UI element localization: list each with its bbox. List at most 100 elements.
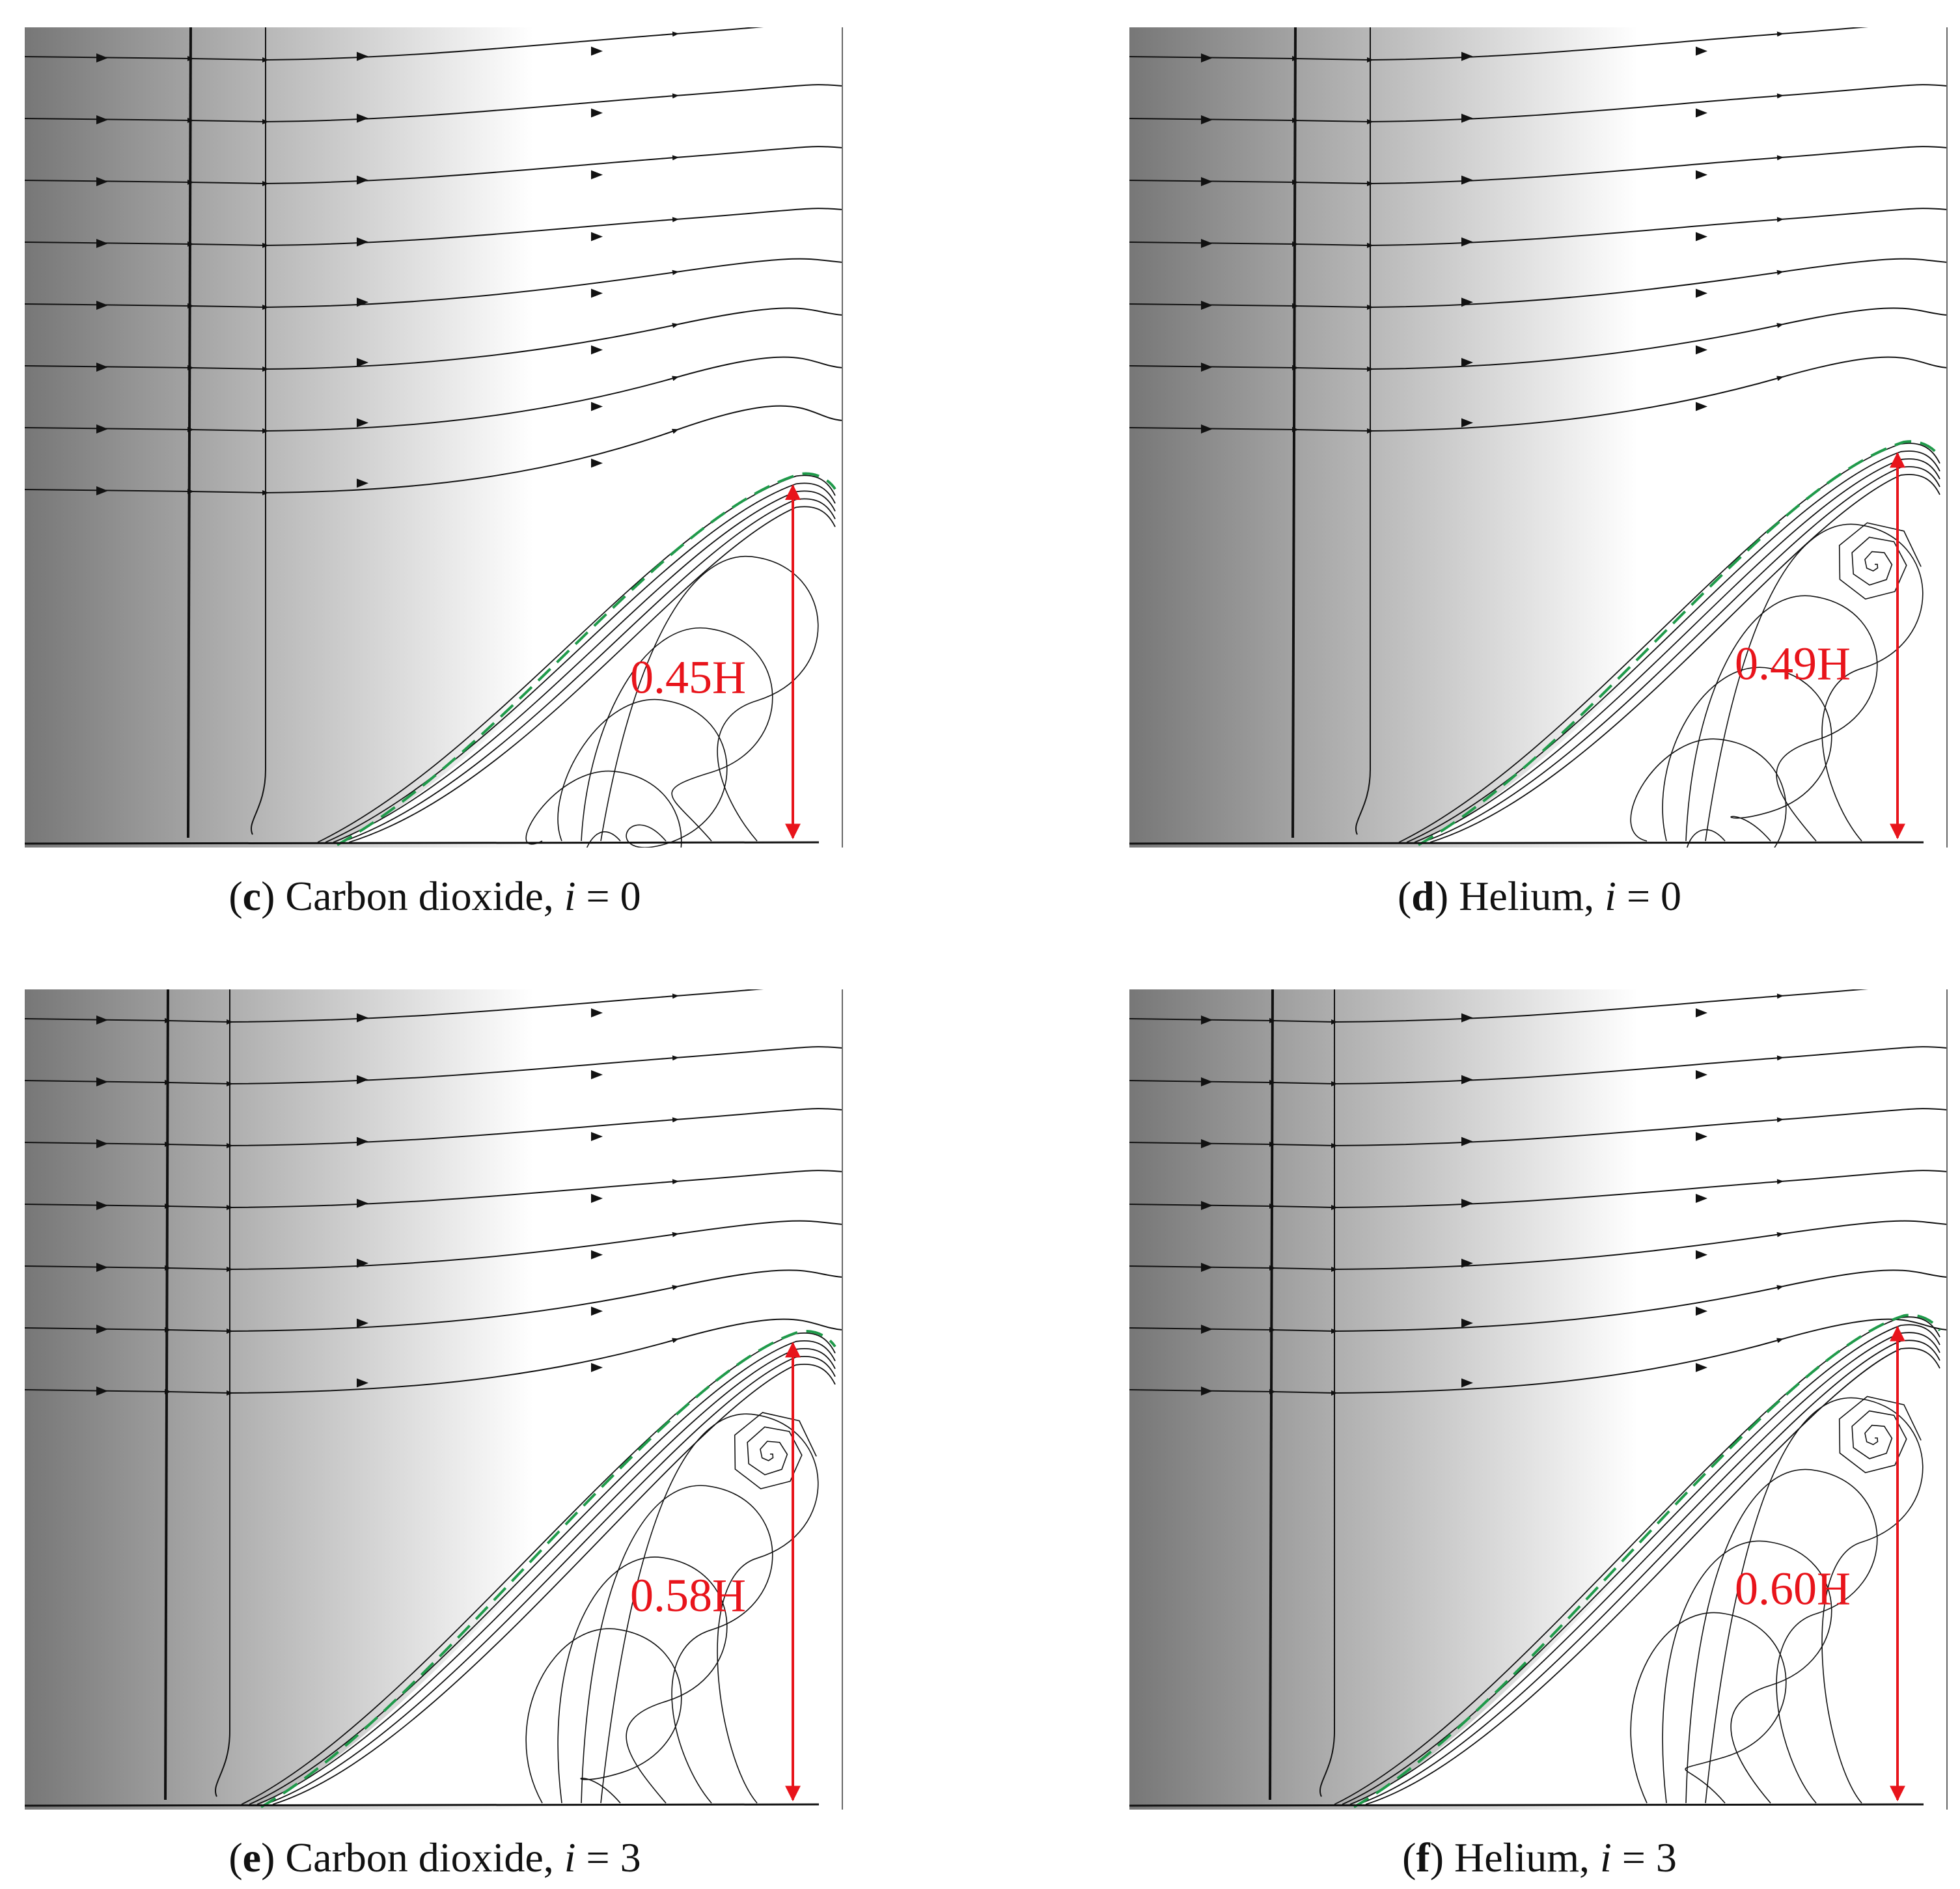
caption-gas: Carbon dioxide (285, 1834, 544, 1881)
caption-c: (c) Carbon dioxide, i = 0 (228, 873, 641, 919)
flow-arrow (357, 1013, 368, 1023)
flow-arrow (1461, 237, 1473, 247)
flow-arrow (1201, 239, 1213, 248)
separation-streamline (256, 1347, 836, 1805)
streamline (1129, 146, 1948, 186)
caption-equals: = 0 (1626, 873, 1682, 919)
bottom-wall (25, 841, 820, 845)
recirculation-streamline (581, 1485, 773, 1804)
caption-letter: d (1411, 873, 1435, 919)
recirculation-streamline (600, 1413, 819, 1804)
flow-arrow (1461, 113, 1473, 123)
streamline (25, 1318, 843, 1396)
flow-arrow (591, 402, 603, 411)
flow-arrow (96, 115, 108, 124)
separation-streamline (340, 498, 836, 843)
separation-streamline (249, 1340, 836, 1805)
flow-arrow (1461, 1013, 1473, 1023)
recirculation-streamline (581, 627, 773, 842)
flow-arrow (357, 1378, 368, 1388)
flow-arrow (1461, 1137, 1473, 1146)
separation-streamline (264, 1355, 836, 1805)
flow-arrow (1696, 1250, 1707, 1260)
vertical-streamline (1355, 27, 1371, 835)
separation-streamline (241, 1332, 836, 1805)
flow-arrow (591, 170, 603, 180)
streamline (1129, 208, 1948, 248)
flow-arrow (591, 1306, 603, 1316)
streamline (25, 1269, 843, 1334)
flow-arrow (591, 1250, 603, 1260)
flow-arrow (357, 1075, 368, 1084)
flow-arrow (1201, 177, 1213, 186)
flow-arrow (591, 108, 603, 118)
streamline (25, 405, 843, 495)
flow-arrow (1461, 1258, 1473, 1268)
recirculation-streamline (557, 1556, 728, 1804)
streamline-plot-d: 0.49H (1129, 27, 1950, 848)
flow-arrow (591, 46, 603, 56)
flow-arrow (96, 1201, 108, 1210)
flow-arrow (1461, 175, 1473, 185)
separation-line (260, 1330, 836, 1808)
recirculation-streamline (525, 1628, 682, 1804)
caption-equals: = 0 (586, 873, 641, 919)
flow-arrow (1201, 1077, 1213, 1086)
flow-arrow (1201, 1386, 1213, 1396)
flow-arrow (1461, 1318, 1473, 1328)
height-label: 0.60H (1735, 1563, 1851, 1615)
flow-arrow (96, 53, 108, 62)
flow-arrow (96, 239, 108, 248)
flow-arrow (591, 288, 603, 298)
bottom-wall (1129, 1803, 1924, 1807)
caption-letter: e (242, 1834, 262, 1881)
flow-arrow (96, 1263, 108, 1272)
streamline (1129, 1046, 1948, 1086)
flow-arrow (96, 424, 108, 434)
separation-streamline (1398, 443, 1940, 843)
streamline (1129, 1220, 1948, 1272)
flow-arrow (1696, 46, 1707, 56)
flow-arrow (1201, 53, 1213, 62)
flow-arrow (357, 1137, 368, 1146)
separation-streamline (1365, 1347, 1940, 1805)
recirculation-streamline (557, 698, 728, 848)
flow-arrow (1696, 1132, 1707, 1142)
flow-arrow (1461, 1075, 1473, 1084)
flow-arrow (591, 232, 603, 241)
recirculation-region (261, 1335, 835, 1804)
streamline-plot-e: 0.58H (25, 989, 845, 1810)
bottom-wall (1129, 841, 1924, 845)
flow-arrow (1201, 424, 1213, 434)
vortex-spiral (734, 1412, 817, 1489)
flow-arrow (1201, 1015, 1213, 1025)
flow-arrow (1696, 232, 1707, 241)
separation-streamline (272, 1363, 836, 1805)
flow-arrow (591, 1132, 603, 1142)
separation-streamline (348, 506, 836, 843)
flow-arrow (591, 458, 603, 468)
recirculation-streamline (1705, 523, 1924, 842)
caption-letter: f (1416, 1834, 1430, 1881)
recirculation-streamline (1685, 595, 1878, 842)
flow-arrow (1461, 1378, 1473, 1388)
flow-arrow (357, 175, 368, 185)
flow-arrow (591, 345, 603, 355)
vertical-streamline (251, 27, 266, 835)
recirculation-region (1354, 1319, 1940, 1804)
height-label: 0.45H (630, 651, 746, 703)
streamline (1129, 989, 1869, 1025)
separation-line (1418, 440, 1941, 846)
separation-line (1353, 1314, 1941, 1808)
flow-arrow (1696, 345, 1707, 355)
flow-arrow (357, 297, 368, 307)
flow-arrow (1696, 1008, 1707, 1018)
streamline-plot-c: 0.45H (25, 27, 845, 848)
recirculation-streamline (1630, 1612, 1787, 1804)
flow-arrow (96, 1325, 108, 1334)
flow-arrow (1696, 1306, 1707, 1316)
flow-arrow (1201, 1139, 1213, 1148)
flow-arrow (1461, 418, 1473, 428)
flow-arrow (1696, 170, 1707, 180)
recirculation-streamline (1685, 1468, 1878, 1804)
